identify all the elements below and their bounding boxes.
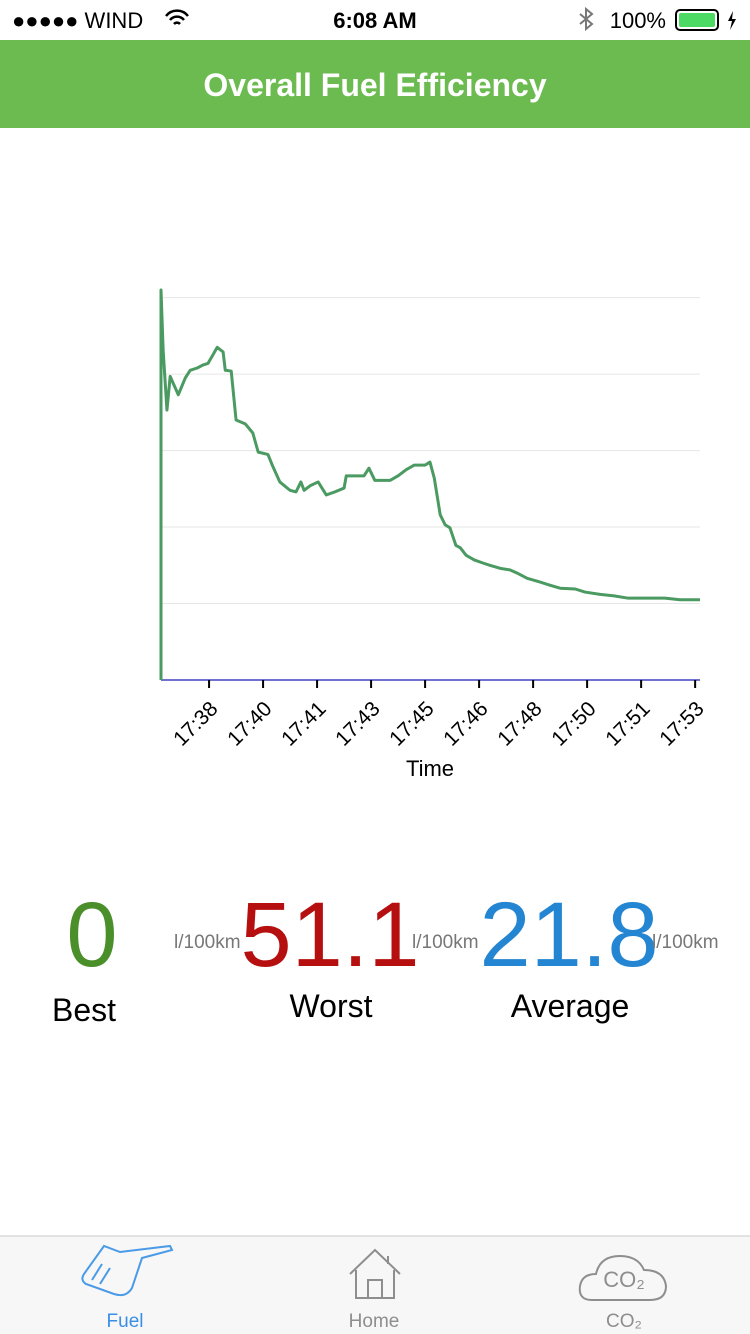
x-tick-label: 17:50 <box>547 697 600 750</box>
battery-icon <box>675 9 719 31</box>
x-axis-title: Time <box>406 756 454 781</box>
header-title: Overall Fuel Efficiency <box>203 67 546 103</box>
wifi-icon <box>165 9 189 25</box>
stat-value: 0 <box>66 884 117 986</box>
battery-percent: 100% <box>610 8 666 33</box>
stat-value: 21.8 <box>479 884 658 986</box>
home-icon <box>349 1248 401 1299</box>
x-tick-label: 17:51 <box>601 697 654 750</box>
tab-label[interactable]: Fuel <box>107 1311 144 1332</box>
bluetooth-icon <box>579 6 594 32</box>
carrier: ●●●●● WIND <box>12 8 143 33</box>
stat-unit: l/100km <box>652 932 719 953</box>
clock: 6:08 AM <box>333 8 417 33</box>
tabs: Fuel Home CO₂ <box>107 1311 642 1332</box>
stat-unit: l/100km <box>412 932 479 953</box>
stat-label: Average <box>511 988 630 1024</box>
x-tick-label: 17:38 <box>169 697 222 750</box>
fuel-icon <box>81 1244 174 1297</box>
x-tick-label: 17:43 <box>331 697 384 750</box>
x-tick-label: 17:45 <box>385 697 438 750</box>
x-tick-label: 17:40 <box>223 697 276 750</box>
x-tick-label: 17:46 <box>439 697 492 750</box>
x-tick-label: 17:48 <box>493 697 546 750</box>
battery-level <box>679 13 715 27</box>
stat-value: 51.1 <box>240 884 419 986</box>
chart: 17:38 17:40 17:41 17:43 17:45 17:46 17:48 17:50… <box>159 288 709 751</box>
tab-label[interactable]: Home <box>349 1311 400 1332</box>
stats: 0 l/100kmBest51.1l/100kmWorst21.8l/100kmA… <box>52 884 719 1028</box>
stat-label: Worst <box>290 988 373 1024</box>
data-line <box>159 288 700 680</box>
tab-label[interactable]: CO₂ <box>606 1311 642 1332</box>
co2-icon <box>578 1254 668 1301</box>
header-bar <box>0 40 750 128</box>
co2-icon-text: CO₂ <box>603 1267 645 1292</box>
x-tick-label: 17:41 <box>277 697 330 750</box>
stat-label: Best <box>52 992 116 1028</box>
charging-icon <box>728 11 736 30</box>
stat-unit: l/100km <box>174 932 241 953</box>
x-tick-label: 17:53 <box>655 697 708 750</box>
